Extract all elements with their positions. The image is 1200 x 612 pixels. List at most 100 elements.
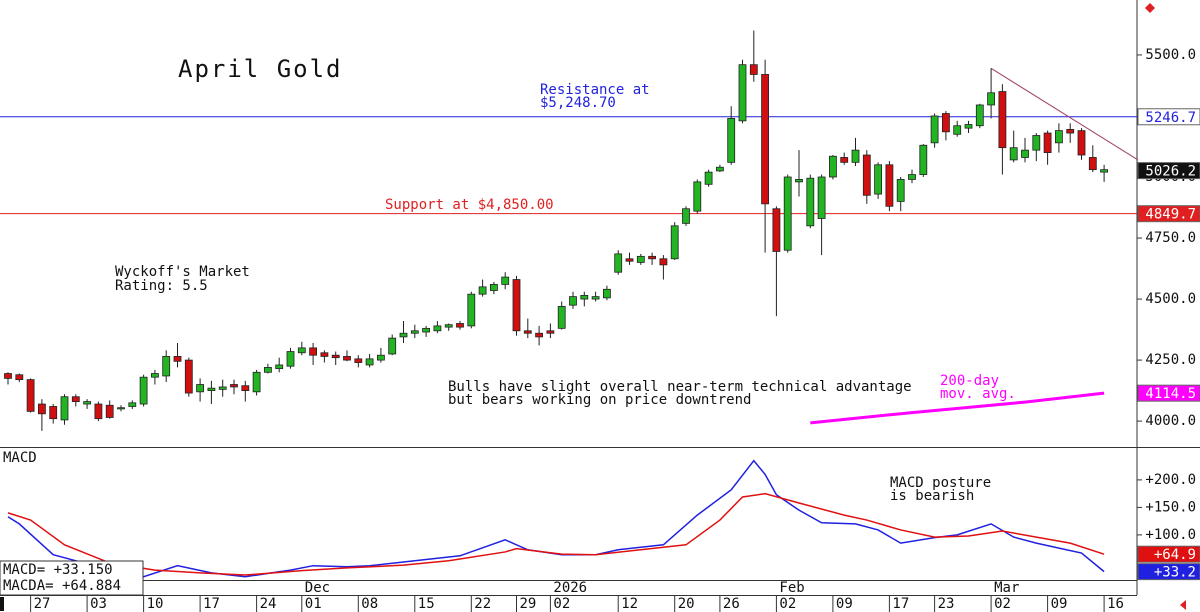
readout-text: MACD= +33.150 <box>3 562 113 578</box>
candle-body <box>150 373 159 378</box>
resistance-note: Resistance at <box>540 82 650 98</box>
value-box <box>1137 545 1200 563</box>
value-box-label: 4114.5 <box>1145 386 1196 402</box>
value-box-label: 5026.2 <box>1145 164 1196 180</box>
candle-body <box>1021 149 1029 158</box>
x-tick-label: 08 <box>361 596 378 612</box>
candle-body <box>1077 130 1086 156</box>
candle-body <box>354 358 363 363</box>
x-tick-label: 20 <box>678 596 695 612</box>
macd-note: is bearish <box>890 488 974 504</box>
month-label: 2026 <box>553 580 587 596</box>
candle-body <box>670 225 679 260</box>
candle-body <box>693 181 702 212</box>
value-box-label: +64.9 <box>1154 547 1196 563</box>
candle-body <box>942 113 950 133</box>
candle-body <box>309 347 318 356</box>
candle-body <box>885 164 894 207</box>
value-box <box>1137 384 1200 402</box>
candle-body <box>365 358 374 366</box>
month-label: Feb <box>779 580 804 596</box>
x-tick-label: 15 <box>418 596 435 612</box>
candle-body <box>1066 128 1075 134</box>
candle-body <box>15 374 24 381</box>
chart-title: April Gold <box>178 55 343 83</box>
candle-body <box>388 337 397 355</box>
candle-body <box>456 323 464 328</box>
x-tick-label: 09 <box>1051 596 1068 612</box>
x-tick-label: 17 <box>203 596 220 612</box>
candle-body <box>184 359 193 394</box>
candle-body <box>331 354 340 359</box>
x-tick-label: 02 <box>553 596 570 612</box>
candle-body <box>783 176 792 251</box>
candle-body <box>569 296 577 306</box>
y-tick-label: +150.0 <box>1145 499 1196 515</box>
value-box <box>1137 205 1200 223</box>
candle-body <box>817 176 826 219</box>
candle-body <box>422 327 431 333</box>
candle-body <box>591 296 600 300</box>
resistance-note: $5,248.70 <box>540 95 616 111</box>
candle-body <box>874 164 882 195</box>
candle-body <box>930 115 939 144</box>
candle-body <box>535 332 543 338</box>
readout-text: MACDA= +64.884 <box>3 578 121 594</box>
y-tick-label: 4750.0 <box>1145 230 1196 246</box>
candle-body <box>682 208 690 224</box>
macd-note: MACD posture <box>890 475 991 491</box>
x-tick-label: 27 <box>34 596 51 612</box>
candle-body <box>71 396 80 402</box>
candle-body <box>26 379 35 412</box>
value-box <box>1137 108 1200 126</box>
candle-body <box>727 118 736 163</box>
candle-body <box>83 401 91 405</box>
candle-body <box>1043 132 1052 153</box>
candle-body <box>60 396 69 421</box>
candle-body <box>139 376 148 405</box>
candle-body <box>105 404 114 418</box>
candle-body <box>1055 130 1063 144</box>
candle-body <box>738 64 747 122</box>
x-tick-label: 26 <box>723 596 740 612</box>
candle-body <box>478 286 487 295</box>
candle-body <box>648 255 656 260</box>
candle-body <box>489 284 498 291</box>
x-tick-label: 24 <box>260 596 277 612</box>
macd-line <box>7 492 1105 576</box>
candle-body <box>4 373 12 379</box>
value-box <box>1137 162 1200 180</box>
candle-body <box>772 208 781 252</box>
scroll-arrow[interactable] <box>1145 3 1155 13</box>
candle-body <box>829 155 837 178</box>
candle-body <box>862 154 871 196</box>
candle-body <box>975 104 984 127</box>
candle-body <box>444 324 453 328</box>
candle-body <box>1032 135 1041 151</box>
y-tick-label: +200.0 <box>1145 472 1196 488</box>
candle-body <box>501 276 510 285</box>
outlook-note: but bears working on price downtrend <box>448 392 751 408</box>
candle-body <box>806 177 815 227</box>
candle-body <box>399 332 408 338</box>
candle-body <box>218 386 227 390</box>
candle-body <box>94 403 103 420</box>
outlook-note: Bulls have slight overall near-term tech… <box>448 379 912 395</box>
ma-note: 200-day <box>940 373 999 389</box>
scroll-arrow[interactable] <box>1180 600 1186 610</box>
candle-body <box>704 171 713 185</box>
candle-body <box>557 305 566 329</box>
ma-note: mov. avg. <box>940 386 1016 402</box>
candle-body <box>1100 169 1108 173</box>
x-tick-label: 23 <box>938 596 955 612</box>
x-tick-label: 16 <box>1107 596 1124 612</box>
x-tick-label: 03 <box>90 596 107 612</box>
candle-body <box>433 325 442 332</box>
candle-body <box>38 403 46 415</box>
y-tick-label: 4000.0 <box>1145 413 1196 429</box>
y-tick-label: 4250.0 <box>1145 352 1196 368</box>
x-tick-label: 02 <box>994 596 1011 612</box>
candle-body <box>320 352 329 357</box>
candle-body <box>343 356 351 361</box>
candle-body <box>173 356 182 362</box>
